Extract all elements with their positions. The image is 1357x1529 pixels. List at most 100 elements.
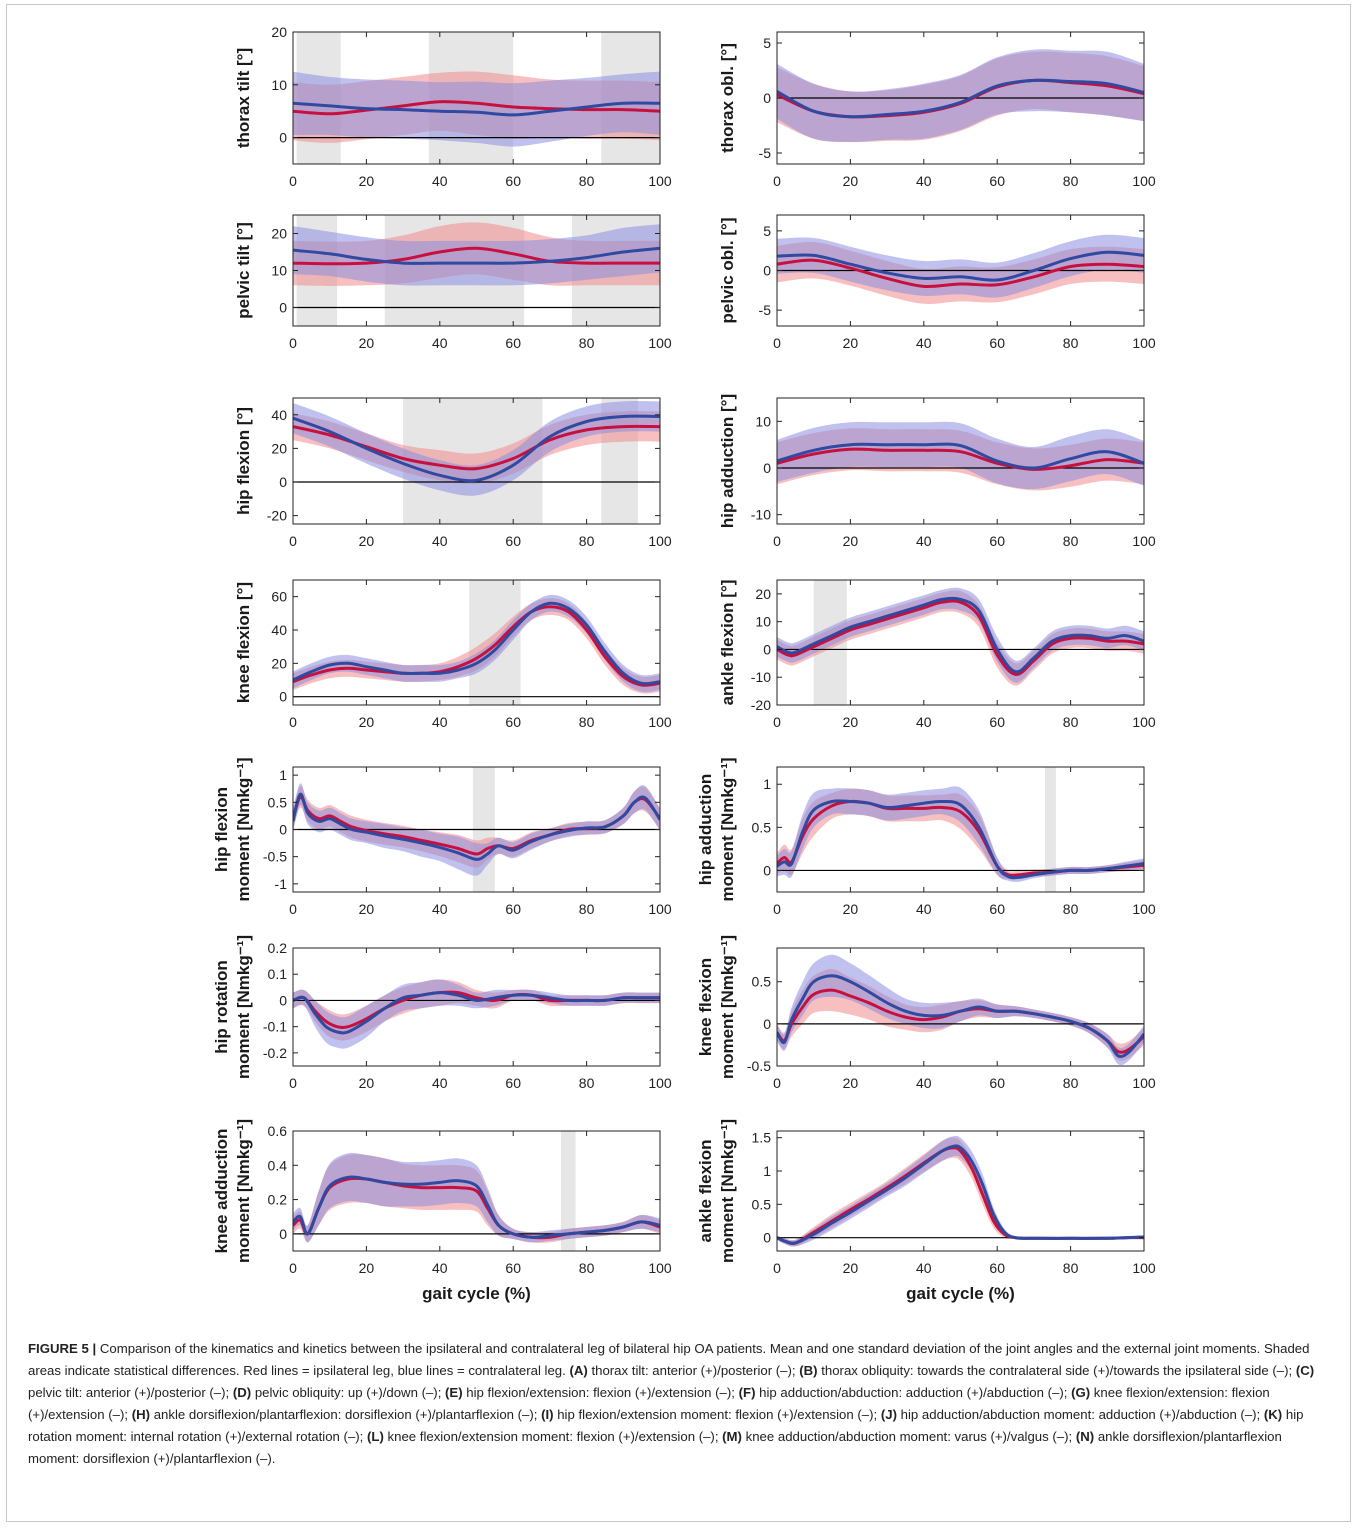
ipsilateral-mean-line xyxy=(293,246,660,266)
plot-area xyxy=(777,234,1144,304)
figure-frame xyxy=(6,4,1351,1522)
y-tick-label: 20 xyxy=(271,226,287,242)
contralateral-mean-line xyxy=(777,442,1144,470)
x-tick-label: 60 xyxy=(505,901,521,917)
y-tick-label: 10 xyxy=(271,263,287,279)
x-tick-label: 20 xyxy=(843,173,859,189)
x-tick-label: 40 xyxy=(916,533,932,549)
plot-area xyxy=(293,767,660,892)
x-tick-label: 20 xyxy=(843,1260,859,1276)
x-tick-label: 0 xyxy=(289,1075,297,1091)
y-axis-label: knee flexion xyxy=(696,958,715,1056)
contralateral-sd-band xyxy=(777,49,1144,143)
contralateral-sd-band xyxy=(293,401,660,496)
y-axis-label: moment [Nmkg⁻¹] xyxy=(718,1119,737,1263)
y-tick-label: 5 xyxy=(763,223,771,239)
x-tick-label: 20 xyxy=(843,901,859,917)
caption-panel-text: knee flexion/extension: flexion (+)/exte… xyxy=(28,1385,1270,1422)
x-tick-label: 0 xyxy=(289,1260,297,1276)
contralateral-mean-line xyxy=(293,792,660,861)
x-tick-label: 100 xyxy=(1132,173,1156,189)
contralateral-mean-line xyxy=(777,799,1144,880)
y-tick-label: 0.2 xyxy=(268,940,288,956)
axes-box xyxy=(292,31,661,165)
caption-panel-text: knee adduction/abduction moment: varus (… xyxy=(741,1429,1076,1444)
x-tick-label: 0 xyxy=(773,335,781,351)
x-tick-label: 20 xyxy=(843,335,859,351)
y-tick-label: 10 xyxy=(755,614,771,630)
contralateral-mean-line xyxy=(293,246,660,265)
x-tick-label: 100 xyxy=(648,1075,672,1091)
x-tick-label: 20 xyxy=(843,714,859,730)
y-tick-label: 0.1 xyxy=(268,966,288,982)
y-tick-label: 0 xyxy=(763,641,771,657)
axes-box xyxy=(776,947,1145,1067)
panel-n: 0 20 40 60 80 100 0 0.5 1 1.5 ankle flexion moment … xyxy=(696,1119,1156,1303)
y-axis-label: thorax tilt [°] xyxy=(234,48,253,148)
x-tick-label: 60 xyxy=(989,173,1005,189)
plot-area xyxy=(293,580,660,705)
panel-k: 0 20 40 60 80 100 -0.2 -0.1 0 0.1 0.2 hip rotation m… xyxy=(212,935,672,1091)
axes-box xyxy=(776,1130,1145,1252)
y-tick-label: -20 xyxy=(267,508,287,524)
y-tick-label: 20 xyxy=(271,440,287,456)
y-tick-label: -0.1 xyxy=(263,1019,287,1035)
caption-panel-tag: (L) xyxy=(367,1429,384,1444)
y-axis-label: thorax obl. [°] xyxy=(718,43,737,153)
ipsilateral-mean-line xyxy=(777,258,1144,289)
y-tick-label: 5 xyxy=(763,35,771,51)
contralateral-mean-line xyxy=(777,250,1144,282)
x-tick-label: 100 xyxy=(648,533,672,549)
contralateral-mean-line xyxy=(293,991,660,1035)
ipsilateral-mean-line xyxy=(777,447,1144,471)
y-tick-label: 0.5 xyxy=(752,819,772,835)
plot-area xyxy=(777,1135,1144,1247)
x-tick-label: 100 xyxy=(1132,1075,1156,1091)
x-tick-label: 80 xyxy=(579,335,595,351)
panel-c: 0 20 40 60 80 100 0 10 20 pelvic tilt [°] xyxy=(234,214,672,351)
x-tick-label: 40 xyxy=(916,173,932,189)
x-tick-label: 100 xyxy=(648,335,672,351)
x-tick-label: 80 xyxy=(1063,1075,1079,1091)
contralateral-sd-band xyxy=(293,224,660,286)
y-axis-label: moment [Nmkg⁻¹] xyxy=(718,935,737,1079)
x-tick-label: 40 xyxy=(432,173,448,189)
y-axis-label: hip adduction [°] xyxy=(718,394,737,528)
y-axis-label: ankle flexion xyxy=(696,1140,715,1243)
y-tick-label: -20 xyxy=(751,697,771,713)
x-tick-label: 0 xyxy=(773,1075,781,1091)
x-axis-label: gait cycle (%) xyxy=(422,1284,531,1303)
caption-panel-text: pelvic tilt: anterior (+)/posterior (–); xyxy=(28,1385,233,1400)
caption-panel-text: hip flexion/extension moment: flexion (+… xyxy=(553,1407,881,1422)
x-tick-label: 60 xyxy=(505,533,521,549)
plot-area xyxy=(777,767,1144,892)
x-tick-label: 0 xyxy=(773,1260,781,1276)
caption-panel-text: thorax tilt: anterior (+)/posterior (–); xyxy=(587,1363,800,1378)
y-axis-label: moment [Nmkg⁻¹] xyxy=(234,757,253,901)
y-tick-label: -0.2 xyxy=(263,1045,287,1061)
plot-area xyxy=(293,215,660,326)
figure-caption: FIGURE 5 | Comparison of the kinematics … xyxy=(28,1338,1328,1470)
y-tick-label: 20 xyxy=(755,586,771,602)
x-tick-label: 40 xyxy=(432,533,448,549)
caption-panel-tag: (G) xyxy=(1071,1385,1091,1400)
y-tick-label: -10 xyxy=(751,507,771,523)
caption-panel-tag: (F) xyxy=(738,1385,756,1400)
ipsilateral-mean-line xyxy=(293,605,660,687)
caption-panel-text: thorax obliquity: towards the contralate… xyxy=(817,1363,1296,1378)
x-tick-label: 40 xyxy=(916,1075,932,1091)
caption-panel-tag: (D) xyxy=(232,1385,252,1400)
contralateral-mean-line xyxy=(777,596,1144,674)
y-tick-label: 0.2 xyxy=(268,1192,288,1208)
y-tick-label: 0 xyxy=(279,992,287,1008)
panel-d: 0 20 40 60 80 100 -5 0 5 pelvic obl. [°] xyxy=(718,214,1156,351)
x-tick-label: 80 xyxy=(579,901,595,917)
x-tick-label: 80 xyxy=(579,1075,595,1091)
y-axis-label: hip adduction xyxy=(696,774,715,885)
x-tick-label: 80 xyxy=(1063,901,1079,917)
y-tick-label: 0.5 xyxy=(752,974,772,990)
x-tick-label: 0 xyxy=(773,173,781,189)
y-axis-label: hip rotation xyxy=(212,960,231,1053)
x-tick-label: 80 xyxy=(1063,173,1079,189)
